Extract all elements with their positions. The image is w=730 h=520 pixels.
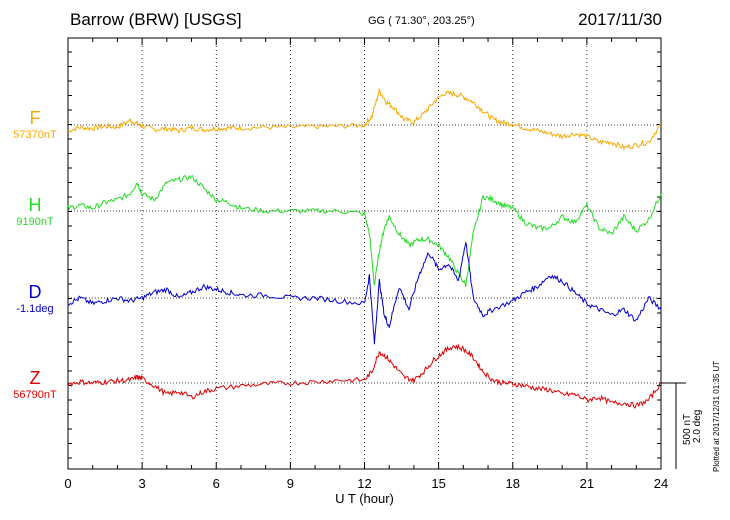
channel-d-label: D -1.1deg <box>0 282 70 316</box>
x-axis-label: U T (hour) <box>335 491 394 506</box>
series-d-line <box>67 240 662 345</box>
channel-z-baseline: 56790nT <box>13 389 57 401</box>
x-tick-label: 24 <box>654 476 668 491</box>
x-tick-label: 9 <box>287 476 294 491</box>
date-label: 2017/11/30 <box>578 10 662 29</box>
channel-f-label: F 57370nT <box>0 108 70 142</box>
channel-h-label: H 9190nT <box>0 195 70 229</box>
x-tick-label: 18 <box>506 476 520 491</box>
channel-f-symbol: F <box>29 108 41 128</box>
channel-h-symbol: H <box>28 195 42 215</box>
channel-z-symbol: Z <box>29 368 41 388</box>
chart-title: Barrow (BRW) [USGS] <box>70 10 242 29</box>
channel-z-label: Z 56790nT <box>0 368 70 402</box>
coordinates-label: GG ( 71.30°, 203.25°) <box>368 15 475 27</box>
channel-f-baseline: 57370nT <box>13 129 57 141</box>
series-h-line <box>67 174 662 287</box>
x-tick-label: 15 <box>431 476 445 491</box>
x-tick-label: 21 <box>580 476 594 491</box>
series-z-line <box>67 343 662 409</box>
plotted-at-label: Plotted at 2017/12/31 01:35 UT <box>712 360 721 472</box>
x-tick-label: 0 <box>64 476 71 491</box>
channel-h-baseline: 9190nT <box>16 216 54 228</box>
x-tick-label: 6 <box>213 476 220 491</box>
x-tick-label: 12 <box>357 476 371 491</box>
scale-deg-label: 2.0 deg <box>692 409 703 443</box>
channel-d-symbol: D <box>28 282 42 302</box>
series-f-line <box>67 88 662 151</box>
channel-d-baseline: -1.1deg <box>16 303 54 315</box>
x-tick-label: 3 <box>139 476 146 491</box>
